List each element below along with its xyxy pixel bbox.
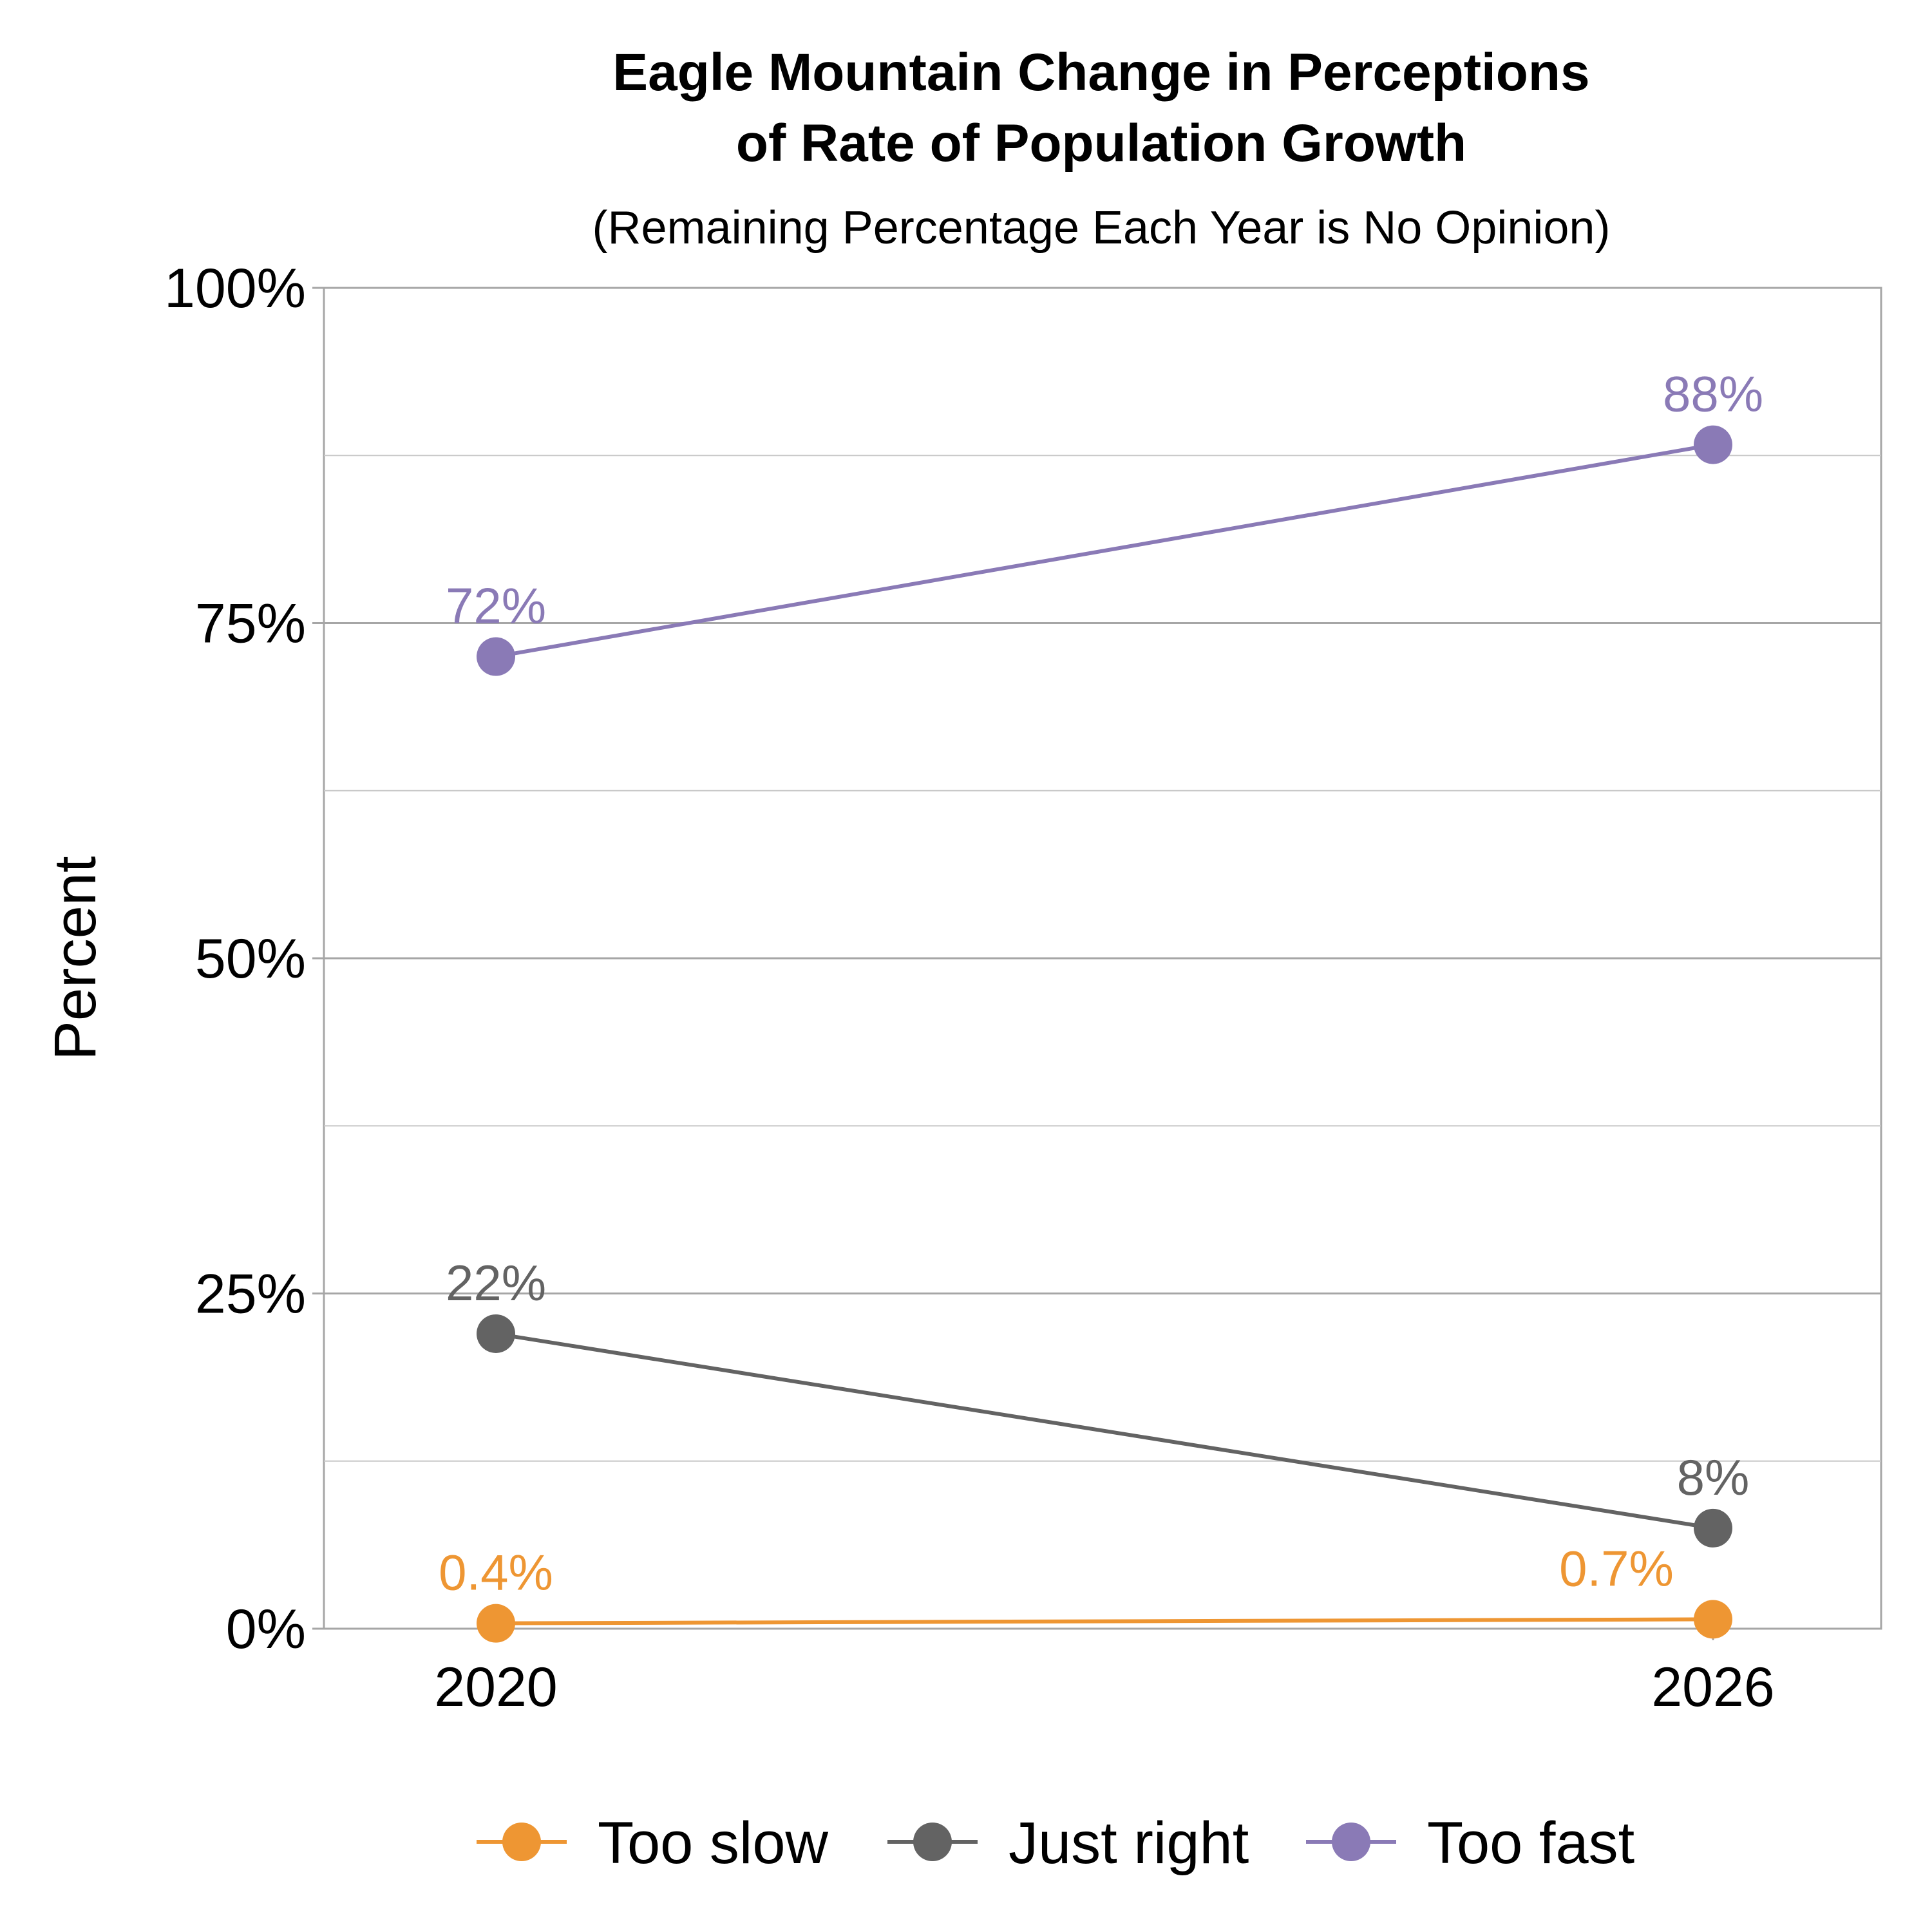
legend-key-point	[1332, 1823, 1370, 1861]
series-line	[495, 442, 1714, 659]
minor-gridlines	[324, 455, 1881, 1462]
series-layer	[477, 425, 1732, 1643]
data-label: 8%	[1677, 1449, 1750, 1506]
series-just-right	[477, 1314, 1732, 1548]
data-point	[1694, 425, 1732, 464]
data-label: 88%	[1663, 366, 1763, 422]
x-tick-label: 2026	[1651, 1656, 1774, 1718]
y-tick-label: 25%	[195, 1264, 306, 1325]
chart-subtitle: (Remaining Percentage Each Year is No Op…	[592, 202, 1611, 254]
data-point	[477, 1604, 515, 1643]
data-labels: 0.4% 0.7% 22% 8% 72% 88%	[439, 366, 1763, 1601]
y-tick-label: 50%	[195, 928, 306, 990]
series-line	[495, 1331, 1714, 1530]
major-gridlines	[324, 622, 1881, 1294]
data-label: 72%	[446, 578, 546, 634]
legend-label: Just right	[1009, 1810, 1249, 1876]
legend-key-point	[502, 1823, 541, 1861]
x-axis-ticks: 2020 2026	[434, 1629, 1775, 1718]
legend: Too slow Just right Too fast	[477, 1810, 1634, 1876]
data-point	[477, 637, 515, 676]
chart-title-line-1: Eagle Mountain Change in Perceptions	[612, 43, 1589, 102]
series-line	[495, 1617, 1714, 1625]
y-tick-label: 100%	[164, 258, 306, 319]
y-axis-label: Percent	[43, 856, 108, 1060]
data-label: 0.7%	[1559, 1540, 1674, 1596]
legend-key-point	[913, 1823, 952, 1861]
data-label: 22%	[446, 1255, 546, 1311]
chart-title-line-2: of Rate of Population Growth	[736, 114, 1466, 173]
data-point	[1694, 1508, 1732, 1548]
y-tick-label: 0%	[226, 1598, 306, 1660]
legend-label: Too slow	[598, 1810, 828, 1876]
x-tick-label: 2020	[434, 1656, 557, 1718]
y-tick-label: 75%	[195, 593, 306, 655]
chart-title: Eagle Mountain Change in Perceptions of …	[612, 43, 1589, 173]
data-point	[1694, 1600, 1732, 1639]
series-too-fast	[477, 425, 1732, 676]
legend-item-too-slow: Too slow	[477, 1810, 828, 1876]
legend-item-too-fast: Too fast	[1306, 1810, 1634, 1876]
data-label: 0.4%	[439, 1544, 553, 1601]
y-axis-ticks: 0% 25% 50% 75% 100%	[164, 258, 324, 1660]
data-point	[477, 1314, 515, 1353]
legend-label: Too fast	[1427, 1810, 1634, 1876]
series-too-slow	[477, 1600, 1732, 1643]
legend-item-just-right: Just right	[887, 1810, 1249, 1876]
